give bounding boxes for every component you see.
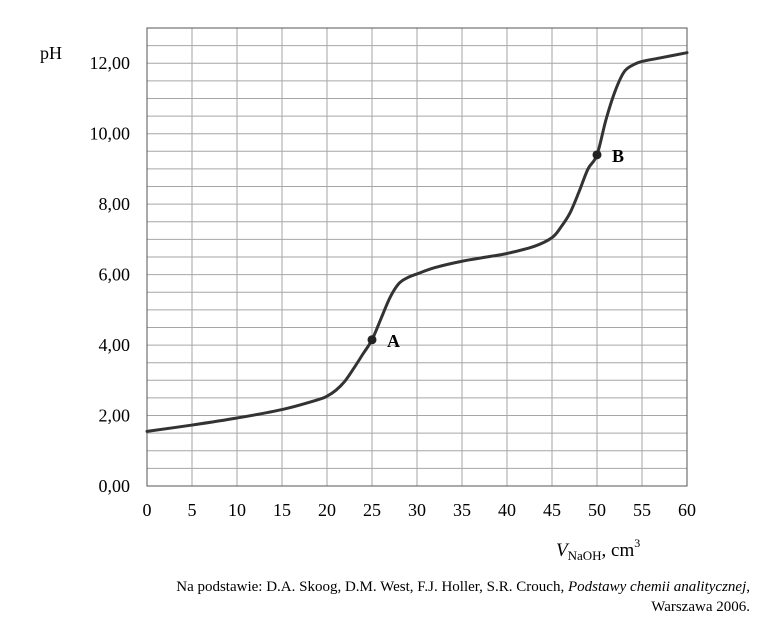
x-tick-label: 50: [588, 500, 606, 520]
y-tick-label: 0,00: [99, 476, 131, 496]
source-title: Podstawy chemii analitycznej: [567, 579, 747, 595]
x-tick-label: 0: [143, 500, 152, 520]
x-tick-label: 60: [678, 500, 696, 520]
grid: [146, 27, 688, 487]
y-axis-ticks: 0,00 2,00 4,00 6,00 8,00 10,00 12,00: [90, 53, 131, 496]
y-tick-label: 2,00: [99, 406, 131, 426]
source-line-2: Warszawa 2006.: [651, 599, 750, 615]
x-tick-label: 30: [408, 500, 426, 520]
titration-curve-series: [145, 51, 689, 433]
x-tick-label: 15: [273, 500, 291, 520]
x-axis-label-variable: V: [556, 540, 570, 561]
y-tick-label: 8,00: [99, 194, 131, 214]
x-tick-label: 20: [318, 500, 336, 520]
point-a-label: A: [387, 331, 400, 351]
point-a-marker: [367, 335, 377, 345]
source-citation: Na podstawie: D.A. Skoog, D.M. West, F.J…: [10, 577, 750, 617]
x-axis-label: VNaOH, cm3: [556, 536, 640, 563]
point-b-marker: [592, 150, 602, 160]
y-tick-label: 12,00: [90, 53, 131, 73]
x-axis-label-exponent: 3: [634, 536, 640, 550]
y-tick-label: 4,00: [99, 335, 131, 355]
x-tick-label: 40: [498, 500, 516, 520]
y-tick-label: 10,00: [90, 124, 131, 144]
x-tick-label: 5: [188, 500, 197, 520]
point-b-label: B: [612, 146, 624, 166]
titration-chart: 0,00 2,00 4,00 6,00 8,00 10,00 12,00 0 5 10 15 20 2…: [40, 27, 697, 563]
x-tick-label: 45: [543, 500, 561, 520]
x-tick-label: 25: [363, 500, 381, 520]
x-tick-label: 55: [633, 500, 651, 520]
plot-frame: [146, 27, 688, 487]
x-tick-label: 10: [228, 500, 246, 520]
x-axis-label-subscript: NaOH: [568, 548, 602, 563]
x-tick-label: 35: [453, 500, 471, 520]
source-prefix: Na podstawie: D.A. Skoog, D.M. West, F.J…: [176, 579, 568, 595]
source-line-1: Na podstawie: D.A. Skoog, D.M. West, F.J…: [10, 577, 750, 597]
source-suffix: ,: [746, 579, 750, 595]
x-axis-label-unit: , cm: [602, 540, 635, 561]
y-axis-label: pH: [40, 43, 62, 63]
equivalence-points: AB: [367, 146, 624, 351]
y-tick-label: 6,00: [99, 265, 131, 285]
x-axis-ticks: 0 5 10 15 20 25 30 35 40 45 50 55 60: [143, 500, 697, 520]
